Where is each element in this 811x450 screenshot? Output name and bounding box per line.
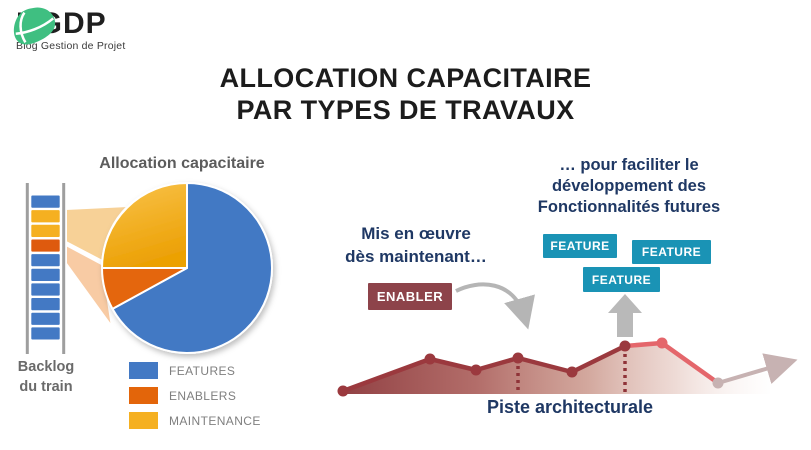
legend-label-enablers: ENABLERS <box>169 388 237 403</box>
legend-swatch-enablers <box>129 387 158 404</box>
allocation-pie-chart <box>101 182 273 354</box>
feature-box-3: FEATURE <box>583 267 660 292</box>
architectural-runway-diagram <box>337 282 798 397</box>
bgdp-leaf-icon <box>13 7 56 45</box>
runway-line-chart <box>337 337 798 397</box>
future-text-line1: … pour faciliter le <box>559 156 699 174</box>
legend-swatch-features <box>129 362 158 379</box>
future-text-line2: développement des <box>551 177 707 196</box>
legend-row: FEATURES <box>129 362 261 379</box>
page-title: ALLOCATION CAPACITAIRE PAR TYPES DE TRAV… <box>0 62 811 127</box>
now-text-line2: dès maintenant… <box>345 246 487 266</box>
brand-tagline: Blog Gestion de Projet <box>16 40 126 52</box>
legend-row: MAINTENANCE <box>129 412 261 429</box>
page-title-line2: PAR TYPES DE TRAVAUX <box>236 95 575 126</box>
legend-label-maintenance: MAINTENANCE <box>169 413 261 428</box>
curved-arrow-icon <box>455 282 535 330</box>
backlog-label-line1: Backlog <box>17 359 75 375</box>
now-text: Mis en œuvre dès maintenant… <box>330 223 502 269</box>
capacity-allocation-diagram <box>25 182 273 354</box>
page-title-line1: ALLOCATION CAPACITAIRE <box>219 63 592 93</box>
future-text: … pour faciliter le développement des Fo… <box>520 155 738 218</box>
pie-legend: FEATURES ENABLERS MAINTENANCE <box>129 362 261 437</box>
future-text-line3: Fonctionnalités futures <box>537 198 721 217</box>
enabler-box: ENABLER <box>368 283 452 310</box>
runway-label: Piste architecturale <box>486 397 654 417</box>
backlog-ladder <box>25 183 66 354</box>
legend-row: ENABLERS <box>129 387 261 404</box>
backlog-label-line2: du train <box>19 378 73 395</box>
now-text-line1: Mis en œuvre <box>361 224 471 243</box>
pie-chart-title: Allocation capacitaire <box>99 155 265 172</box>
bgdp-logo: BGDP Blog Gestion de Projet <box>10 5 125 52</box>
legend-label-features: FEATURES <box>169 363 236 378</box>
funnel-enablers <box>65 243 113 328</box>
feature-box-2: FEATURE <box>632 240 711 264</box>
up-arrow-icon <box>608 294 642 337</box>
legend-swatch-maintenance <box>129 412 158 429</box>
feature-box-1: FEATURE <box>543 234 617 258</box>
backlog-label: Backlog du train <box>6 358 86 397</box>
